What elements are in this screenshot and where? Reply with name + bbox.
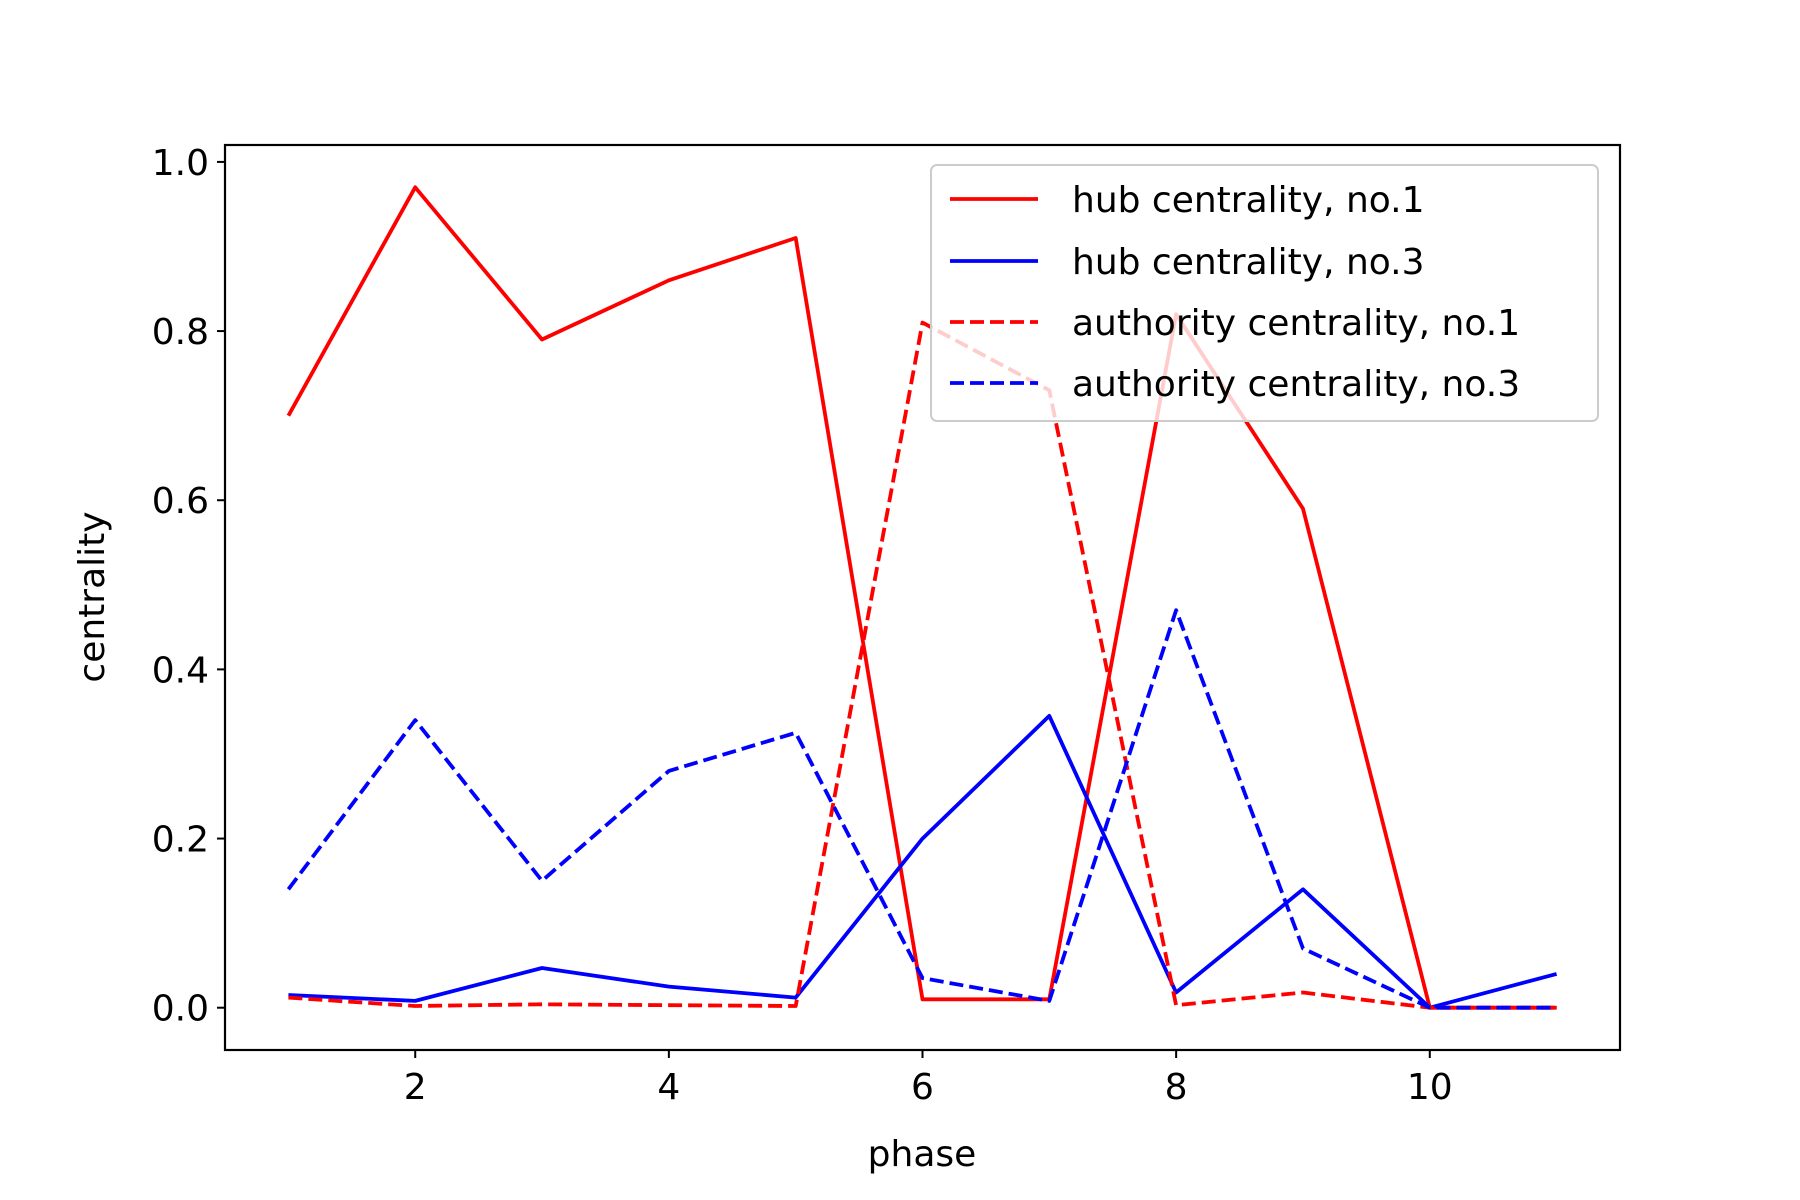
x-tick-label: 6: [911, 1067, 934, 1108]
y-tick-label: 0.4: [152, 650, 209, 691]
y-tick-label: 0.6: [152, 481, 209, 522]
y-tick-label: 1.0: [152, 143, 209, 184]
x-tick-group: 2 4 6 8 10: [404, 1050, 1453, 1108]
legend-label-4: authority centrality, no.3: [1072, 364, 1520, 405]
y-tick-label: 0.0: [152, 989, 209, 1030]
y-tick-label: 0.8: [152, 312, 209, 353]
legend-label-3: authority centrality, no.1: [1072, 303, 1520, 344]
legend-frame: [930, 164, 1599, 422]
series-line-2: [288, 714, 1558, 1010]
series-group: [286, 185, 1558, 1010]
legend: hub centrality, no.1 hub centrality, no.3…: [930, 164, 1599, 422]
legend-label-1: hub centrality, no.1: [1072, 180, 1425, 221]
series-line-3: [288, 320, 1557, 1010]
series-line-4: [286, 608, 1557, 1010]
x-tick-label: 4: [657, 1067, 680, 1108]
y-axis-label: centrality: [72, 511, 113, 682]
y-tick-label: 0.2: [152, 820, 209, 861]
plot-frame: [223, 143, 1622, 1052]
x-axis-label: phase: [868, 1134, 977, 1175]
x-tick-label: 8: [1165, 1067, 1188, 1108]
x-tick-label: 2: [404, 1067, 427, 1108]
series-line-1: [286, 185, 1557, 1010]
legend-label-2: hub centrality, no.3: [1072, 242, 1425, 283]
y-tick-group: 0.0 0.2 0.4 0.6 0.8 1.0: [152, 143, 225, 1030]
x-tick-label: 10: [1407, 1067, 1453, 1108]
